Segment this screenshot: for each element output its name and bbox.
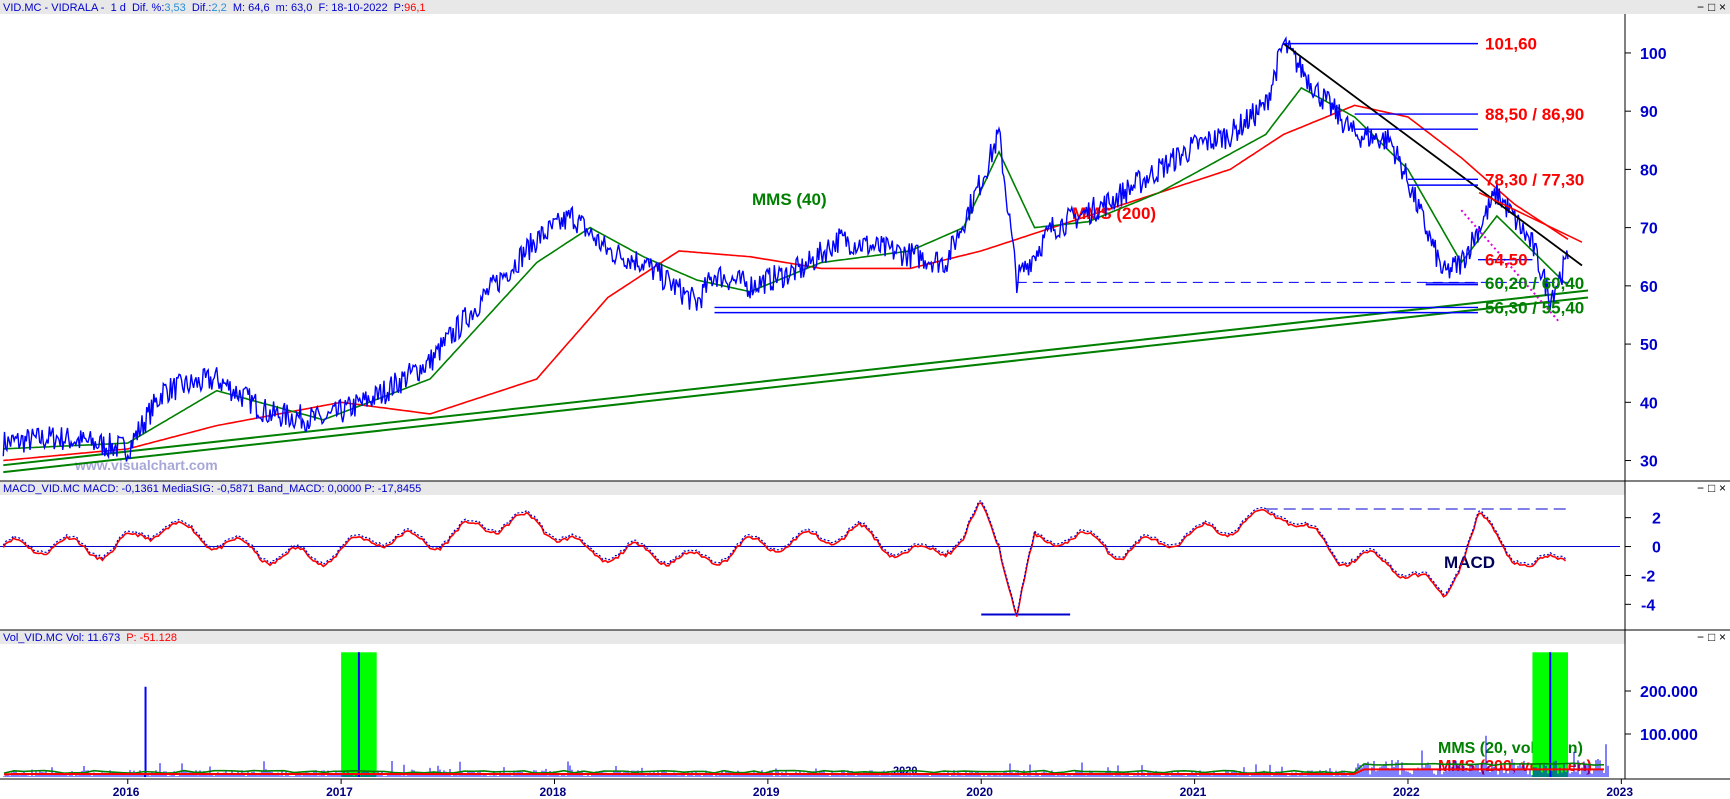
macd-label: MACD (1444, 553, 1495, 572)
volume-header: Vol_VID.MC Vol: 11.673 P: -51.128 (3, 632, 177, 644)
volume-close-button[interactable]: × (1719, 630, 1726, 644)
downtrend-line (1282, 42, 1583, 267)
volume-restore-button[interactable]: □ (1708, 630, 1715, 644)
volume-header-left: Vol_VID.MC Vol: 11.673 (3, 632, 120, 644)
series-price (2, 35, 1569, 462)
price-header-field: 3,53 (164, 2, 185, 14)
macd-header: MACD_VID.MC MACD: -0,1361 MediaSIG: -0,5… (3, 483, 421, 495)
level-label: 64,50 (1485, 251, 1528, 270)
macd-tick-label: -2 (1641, 568, 1655, 585)
price-tick-label: 80 (1640, 162, 1658, 179)
mms200-label: MMS (200) (1072, 204, 1156, 223)
macd-tick-label: 2 (1652, 511, 1661, 528)
price-header-field: VID.MC - VIDRALA - 1 d Dif. %: (3, 2, 164, 14)
trend-channel-upper (3, 289, 1589, 467)
macd-signal-line (2, 502, 1567, 617)
time-tick-label: 2021 (1180, 785, 1207, 799)
time-tick-label: 2023 (1606, 785, 1633, 799)
price-header-field: M: 64,6 m: 63,0 F: 18-10-2022 P: (227, 2, 404, 14)
price-tick-label: 90 (1640, 104, 1658, 121)
price-header-bar (0, 0, 1730, 14)
price-restore-button[interactable]: □ (1708, 0, 1715, 14)
time-tick-label: 2019 (753, 785, 780, 799)
price-minimize-button[interactable]: − (1697, 0, 1704, 14)
series-mms200 (3, 104, 1569, 462)
macd-layer (0, 500, 1620, 617)
macd-restore-button[interactable]: □ (1708, 481, 1715, 495)
level-label: 78,30 / 77,30 (1485, 170, 1584, 189)
price-tick-label: 60 (1640, 279, 1658, 296)
volume-layer (3, 652, 1609, 777)
price-close-button[interactable]: × (1719, 0, 1726, 14)
volume-header-right: P: -51.128 (126, 632, 177, 644)
time-tick-label: 2018 (539, 785, 566, 799)
price-tick-label: 70 (1640, 221, 1658, 238)
mms40-label: MMS (40) (752, 190, 827, 209)
time-tick-label: 2017 (326, 785, 353, 799)
vol-mms200-label: MMS (200, volumen) (1438, 758, 1592, 775)
volume-tick-label: 200.000 (1640, 684, 1698, 701)
macd-header-bar (0, 481, 1625, 495)
price-header-field: Dif.: (186, 2, 212, 14)
price-header: VID.MC - VIDRALA - 1 d Dif. %:3,53 Dif.:… (3, 2, 426, 14)
time-tick-label: 2020 (966, 785, 993, 799)
levels-layer: 101,60 88,50 / 86,90 78,30 / 77,30 64,50 60,… (714, 35, 1584, 317)
volume-minimize-button[interactable]: − (1697, 630, 1704, 644)
resistance-line (1478, 192, 1583, 243)
level-label: 88,50 / 86,90 (1485, 105, 1584, 124)
vol-mms200-line (3, 768, 1604, 776)
price-tick-label: 40 (1640, 395, 1658, 412)
macd-close-button[interactable]: × (1719, 481, 1726, 495)
price-tick-label: 50 (1640, 337, 1658, 354)
time-tick-label: 2016 (113, 785, 140, 799)
price-layer (2, 35, 1589, 474)
time-tick-label: 2022 (1393, 785, 1420, 799)
macd-tick-label: 0 (1652, 540, 1661, 557)
volume-header-bar (0, 630, 1625, 644)
trend-channel-lower (3, 296, 1589, 474)
macd-minimize-button[interactable]: − (1697, 481, 1704, 495)
watermark: www.visualchart.com (74, 457, 218, 473)
level-label: 56,30 / 55,40 (1485, 298, 1584, 317)
vol-mms20-line (3, 762, 1605, 774)
price-header-field: 96,1 (404, 2, 425, 14)
volume-tick-label: 100.000 (1640, 727, 1698, 744)
price-tick-label: 100 (1640, 46, 1667, 63)
price-header-field: 2,2 (211, 2, 226, 14)
level-label: 60,20 / 60,40 (1485, 274, 1584, 293)
macd-line (2, 500, 1566, 615)
price-tick-label: 30 (1640, 454, 1658, 471)
level-label: 101,60 (1485, 35, 1537, 54)
axes-layer: 30 40 50 60 70 80 90 100 2 0 -2 -4 200.000 100.000 201… (113, 46, 1698, 799)
macd-tick-label: -4 (1641, 597, 1655, 614)
